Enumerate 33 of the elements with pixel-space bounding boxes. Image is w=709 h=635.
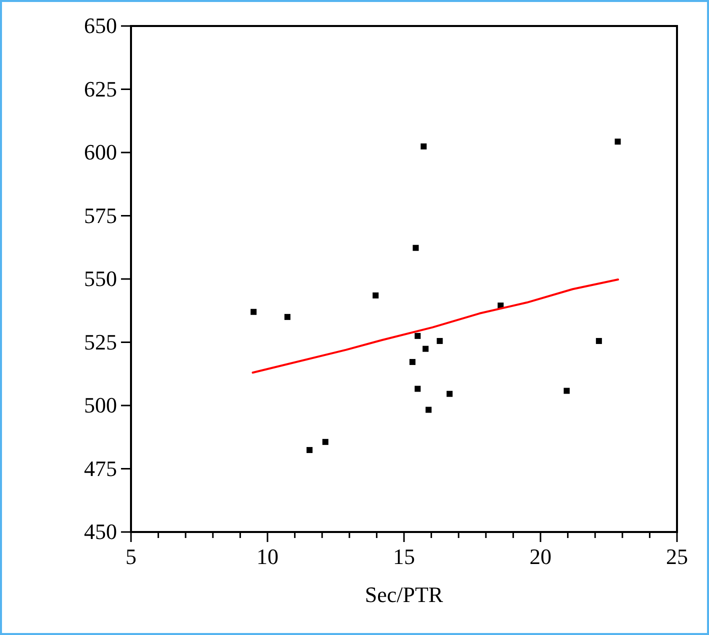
point — [564, 388, 570, 394]
point — [446, 390, 453, 397]
point — [422, 346, 429, 352]
x-tick-label: 15 — [393, 544, 415, 569]
line-series — [252, 278, 620, 374]
x-axis-title: Sec/PTR — [364, 582, 444, 607]
point — [284, 314, 290, 320]
x-tick-label: 10 — [256, 544, 278, 569]
point — [372, 292, 379, 298]
point — [426, 406, 432, 413]
point — [409, 358, 416, 365]
point — [596, 338, 602, 344]
y-tick-label: 625 — [84, 76, 117, 102]
y-tick-label: 550 — [84, 266, 117, 291]
y-tick-label: 575 — [84, 202, 117, 228]
x-tick-label: 20 — [530, 544, 552, 569]
y-tick-label: 650 — [84, 13, 117, 38]
y-tick-label: 450 — [84, 519, 117, 544]
x-tick-label: 5 — [126, 544, 136, 569]
y-tick-label: 525 — [84, 329, 117, 354]
point — [322, 438, 328, 445]
y-tick-label: 600 — [84, 140, 117, 164]
point — [250, 308, 257, 315]
point — [412, 244, 419, 251]
point — [614, 138, 621, 145]
y-tick-label: 500 — [84, 392, 117, 418]
point — [414, 332, 421, 339]
y-tick-label: 475 — [84, 456, 117, 481]
x-tick-label: 25 — [666, 544, 688, 569]
point — [414, 386, 421, 392]
point — [436, 338, 443, 344]
point — [420, 143, 427, 150]
point — [306, 447, 313, 454]
